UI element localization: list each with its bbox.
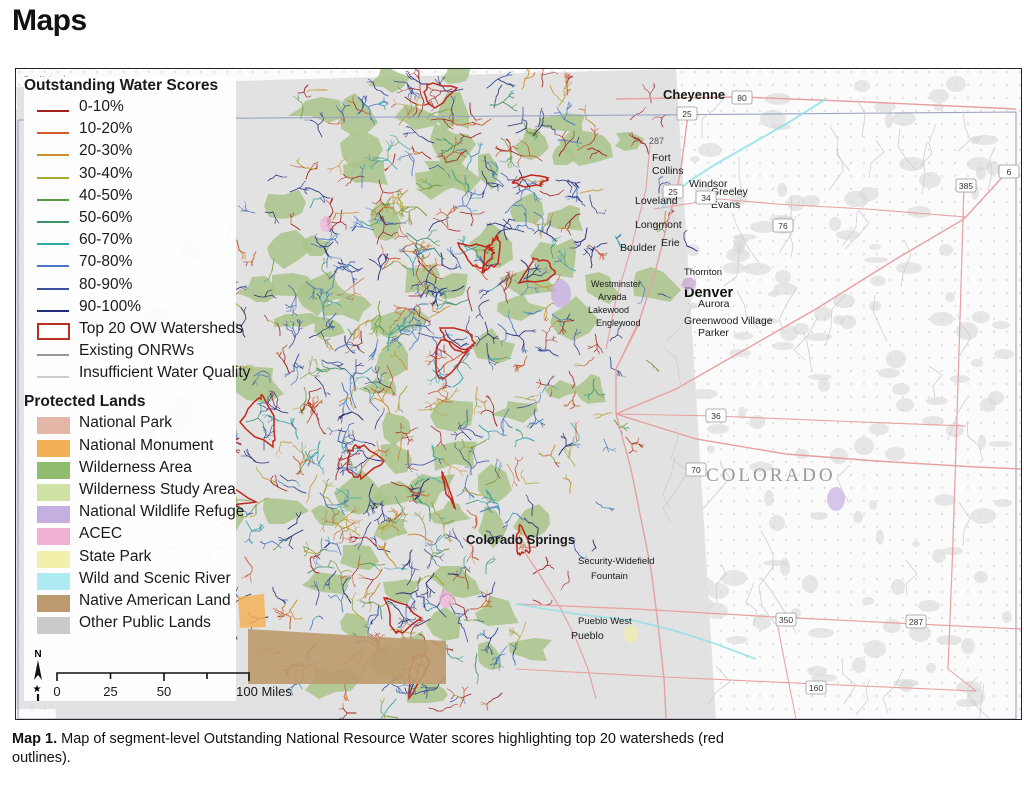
svg-text:Thornton: Thornton — [684, 267, 722, 278]
svg-text:Fountain: Fountain — [591, 571, 628, 582]
svg-text:Colorado Springs: Colorado Springs — [466, 532, 575, 547]
svg-text:Security-Widefield: Security-Widefield — [578, 556, 655, 567]
svg-text:Englewood: Englewood — [596, 318, 641, 328]
svg-text:Pueblo: Pueblo — [571, 630, 604, 642]
svg-text:80: 80 — [737, 93, 747, 103]
svg-text:Fort: Fort — [652, 152, 671, 164]
svg-text:★: ★ — [33, 684, 42, 695]
svg-text:25: 25 — [103, 684, 117, 699]
svg-text:N: N — [34, 649, 41, 660]
svg-text:Erie: Erie — [661, 237, 680, 249]
svg-text:34: 34 — [701, 193, 711, 203]
svg-text:Greenwood Village: Greenwood Village — [684, 315, 773, 327]
svg-text:Pueblo West: Pueblo West — [578, 616, 632, 627]
svg-text:Arvada: Arvada — [598, 292, 627, 302]
svg-text:36: 36 — [711, 411, 721, 421]
svg-text:Boulder: Boulder — [620, 242, 657, 254]
svg-text:76: 76 — [778, 221, 788, 231]
svg-text:COLORADO: COLORADO — [706, 465, 836, 486]
svg-text:287: 287 — [909, 617, 923, 627]
svg-text:Cheyenne: Cheyenne — [663, 87, 725, 102]
svg-text:50: 50 — [157, 684, 171, 699]
svg-text:350: 350 — [779, 615, 793, 625]
svg-text:100 Miles: 100 Miles — [236, 684, 292, 699]
svg-text:25: 25 — [682, 109, 692, 119]
svg-text:Greeley: Greeley — [711, 186, 749, 198]
svg-text:Lakewood: Lakewood — [588, 305, 629, 315]
svg-text:160: 160 — [809, 683, 823, 693]
svg-text:Longmont: Longmont — [635, 219, 682, 231]
svg-text:Collins: Collins — [652, 165, 684, 177]
svg-text:Westminster: Westminster — [591, 279, 641, 289]
svg-text:287: 287 — [649, 136, 664, 146]
svg-text:6: 6 — [1007, 167, 1012, 177]
svg-text:0: 0 — [53, 684, 60, 699]
svg-text:Aurora: Aurora — [698, 298, 730, 310]
svg-text:Loveland: Loveland — [635, 195, 678, 207]
svg-text:Parker: Parker — [698, 327, 729, 339]
svg-text:70: 70 — [691, 465, 701, 475]
svg-text:385: 385 — [959, 181, 973, 191]
